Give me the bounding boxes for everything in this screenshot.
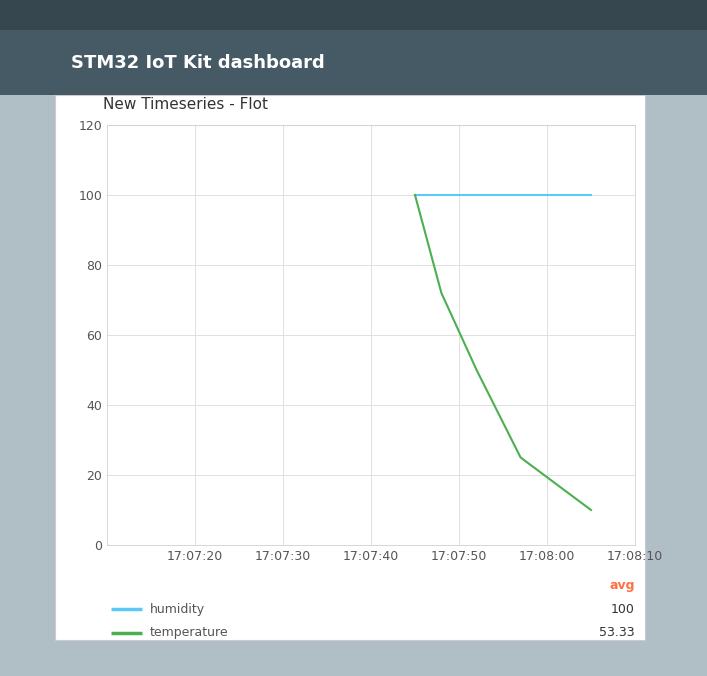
Text: temperature: temperature — [149, 627, 228, 639]
Text: humidity: humidity — [149, 603, 204, 616]
Text: STM32 IoT Kit dashboard: STM32 IoT Kit dashboard — [255, 8, 428, 22]
Text: >: > — [212, 8, 223, 22]
Text: STM32 IoT Kit dashboard: STM32 IoT Kit dashboard — [71, 53, 325, 72]
Text: New Timeseries - Flot: New Timeseries - Flot — [103, 97, 269, 112]
Text: 53.33: 53.33 — [600, 627, 635, 639]
Text: 100: 100 — [611, 603, 635, 616]
Text: Dashboards: Dashboards — [85, 8, 168, 22]
Text: avg: avg — [609, 579, 635, 592]
Text: d: d — [4, 8, 13, 22]
